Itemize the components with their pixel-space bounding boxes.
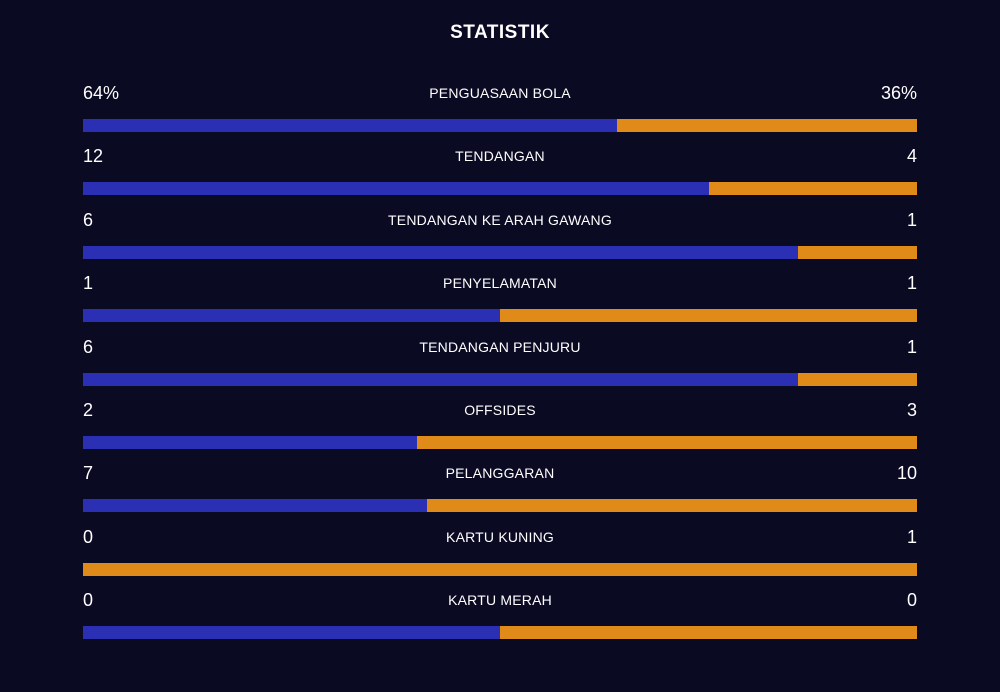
home-value: 6 (83, 209, 94, 230)
stat-label: PELANGGARAN (445, 465, 555, 482)
comparison-bar (83, 562, 917, 576)
stat-values: 0 KARTU MERAH 0 (83, 587, 917, 613)
home-value: 0 (83, 590, 94, 611)
away-value: 4 (906, 146, 917, 167)
away-bar-fill (83, 562, 917, 576)
stat-row: 1 PENYELAMATAN 1 (83, 270, 917, 333)
stat-values: 12 TENDANGAN 4 (83, 143, 917, 169)
home-bar-fill (83, 435, 417, 449)
comparison-bar (83, 499, 917, 513)
home-value: 1 (83, 273, 94, 294)
comparison-bar (83, 245, 917, 259)
away-value: 0 (906, 590, 917, 611)
home-value: 12 (83, 146, 104, 167)
stat-row: 6 TENDANGAN KE ARAH GAWANG 1 (83, 207, 917, 270)
comparison-bar (83, 182, 917, 196)
away-bar-fill (426, 499, 917, 513)
stat-values: 0 KARTU KUNING 1 (83, 524, 917, 550)
home-bar-fill (83, 119, 617, 132)
home-bar-fill (83, 499, 427, 513)
stat-row: 6 TENDANGAN PENJURU 1 (83, 334, 917, 397)
away-bar-fill (797, 372, 917, 386)
away-bar-fill (500, 626, 917, 640)
away-bar-fill (797, 245, 917, 259)
stat-values: 7 PELANGGARAN 10 (83, 460, 917, 486)
home-bar-fill (83, 245, 798, 259)
stat-values: 1 PENYELAMATAN 1 (83, 270, 917, 296)
stat-row: 12 TENDANGAN 4 (83, 143, 917, 206)
stat-values: 6 TENDANGAN PENJURU 1 (83, 334, 917, 360)
home-bar-fill (83, 372, 798, 386)
page-title: STATISTIK (450, 22, 550, 43)
stat-values: 64% PENGUASAAN BOLA 36% (83, 80, 917, 106)
stat-label: PENYELAMATAN (443, 275, 557, 292)
stat-values: 2 OFFSIDES 3 (83, 397, 917, 423)
away-value: 36% (880, 83, 917, 103)
home-value: 7 (83, 463, 94, 484)
home-bar-fill (83, 182, 709, 196)
stat-label: KARTU MERAH (448, 592, 552, 609)
stat-label: TENDANGAN PENJURU (419, 338, 581, 355)
stat-label: TENDANGAN KE ARAH GAWANG (388, 211, 612, 228)
stat-row: 64% PENGUASAAN BOLA 36% (83, 80, 917, 143)
stat-row: 2 OFFSIDES 3 (83, 397, 917, 460)
stat-label: TENDANGAN (455, 148, 545, 165)
home-bar-fill (83, 626, 500, 640)
away-value: 1 (906, 273, 917, 294)
away-bar-fill (416, 435, 917, 449)
away-value: 10 (896, 463, 917, 484)
stat-label: OFFSIDES (464, 401, 536, 418)
away-bar-fill (708, 182, 917, 196)
away-bar-fill (616, 119, 917, 132)
stat-row: 0 KARTU MERAH 0 (83, 587, 917, 650)
home-value: 2 (83, 399, 94, 420)
comparison-bar (83, 119, 917, 132)
comparison-bar (83, 372, 917, 386)
stat-row: 0 KARTU KUNING 1 (83, 524, 917, 587)
stat-values: 6 TENDANGAN KE ARAH GAWANG 1 (83, 207, 917, 233)
home-value: 6 (83, 336, 94, 357)
home-bar-fill (83, 309, 500, 323)
stat-row: 7 PELANGGARAN 10 (83, 460, 917, 523)
comparison-bar (83, 309, 917, 323)
home-value: 64% (83, 83, 120, 103)
away-bar-fill (500, 309, 917, 323)
away-value: 1 (906, 336, 917, 357)
stats-list: 64% PENGUASAAN BOLA 36% 12 TENDANGAN 4 6 TENDAN… (83, 80, 917, 651)
stat-label: KARTU KUNING (446, 528, 554, 545)
away-value: 1 (906, 526, 917, 547)
away-value: 3 (906, 399, 917, 420)
away-value: 1 (906, 209, 917, 230)
stat-label: PENGUASAAN BOLA (429, 85, 571, 101)
comparison-bar (83, 435, 917, 449)
home-value: 0 (83, 526, 94, 547)
comparison-bar (83, 626, 917, 640)
